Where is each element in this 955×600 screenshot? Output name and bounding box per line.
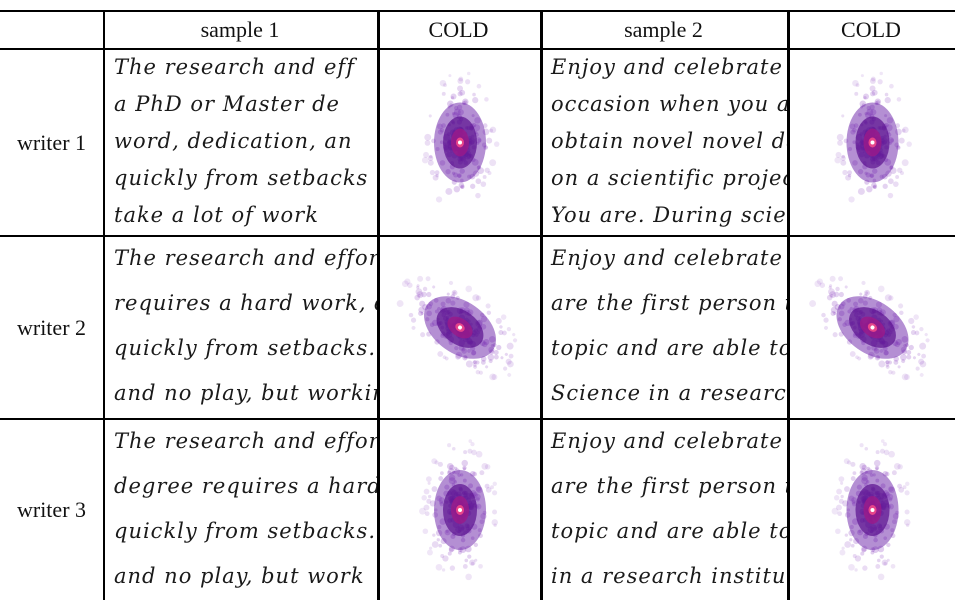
- density-plot: [380, 420, 540, 600]
- figure: sample 1COLDsample 2COLDwriter 1The rese…: [0, 0, 955, 600]
- handwriting-line: The research and effort t: [114, 429, 377, 453]
- column-header: COLD: [377, 12, 540, 48]
- handwriting-line: The research and effort that: [114, 246, 377, 270]
- handwriting-line: quickly from setbacks. Th: [114, 336, 377, 360]
- handwriting-line: degree requires a hard w: [114, 474, 377, 498]
- density-cell: [380, 420, 540, 600]
- handwriting-line: a PhD or Master de: [114, 92, 340, 116]
- handwriting-line: word, dedication, an: [114, 129, 352, 153]
- handwriting-line: topic and are able to: [551, 336, 787, 360]
- handwriting-line: quickly from setbacks. Th: [114, 519, 377, 543]
- density-plot: [380, 237, 540, 418]
- handwriting-line: are the first person t: [551, 474, 787, 498]
- density-cell: [790, 237, 955, 418]
- handwriting-line: quickly from setbacks: [114, 166, 368, 190]
- handwriting-sample: The research and effort t degree requires…: [106, 420, 377, 600]
- handwriting-sample: Enjoy and celebrate your are the first pe…: [543, 237, 787, 418]
- handwriting-sample: Enjoy and celebrate occasion when you are…: [543, 50, 787, 235]
- handwriting-line: Enjoy and celebrate you: [551, 429, 787, 453]
- handwriting-sample: Enjoy and celebrate you are the first per…: [543, 420, 787, 600]
- handwriting-line: Science in a research i: [551, 381, 787, 405]
- density-plot: [790, 237, 955, 418]
- row-label: writer 1: [0, 50, 103, 235]
- handwriting-line: occasion when you are: [551, 92, 787, 116]
- density-cell: [380, 50, 540, 235]
- handwriting-line: Enjoy and celebrate your: [551, 246, 787, 270]
- density-plot: [790, 50, 955, 235]
- handwriting-line: You are. During scie: [551, 203, 787, 227]
- handwriting-line: Enjoy and celebrate: [551, 55, 783, 79]
- density-cell: [790, 420, 955, 600]
- column-header: COLD: [787, 12, 955, 48]
- rule: [103, 10, 105, 600]
- density-plot: [790, 420, 955, 600]
- handwriting-sample: The research and effort that requires a h…: [106, 237, 377, 418]
- row-label: writer 3: [0, 420, 103, 600]
- density-cell: [790, 50, 955, 235]
- handwriting-line: take a lot of work: [114, 203, 319, 227]
- handwriting-line: obtain novel novel data: [551, 129, 787, 153]
- row-label: writer 2: [0, 237, 103, 418]
- handwriting-line: and no play, but work: [114, 564, 365, 588]
- column-header: sample 2: [540, 12, 787, 48]
- handwriting-line: and no play, but working: [114, 381, 377, 405]
- handwriting-line: are the first person to o: [551, 291, 787, 315]
- handwriting-line: on a scientific project: [551, 166, 787, 190]
- column-header: sample 1: [103, 12, 377, 48]
- density-cell: [380, 237, 540, 418]
- density-plot: [380, 50, 540, 235]
- handwriting-line: topic and are able to: [551, 519, 787, 543]
- handwriting-sample: The research and eff a PhD or Master de wo…: [106, 50, 377, 235]
- handwriting-line: The research and eff: [114, 55, 355, 79]
- handwriting-line: requires a hard work, ded: [114, 291, 377, 315]
- handwriting-line: in a research institu: [551, 564, 786, 588]
